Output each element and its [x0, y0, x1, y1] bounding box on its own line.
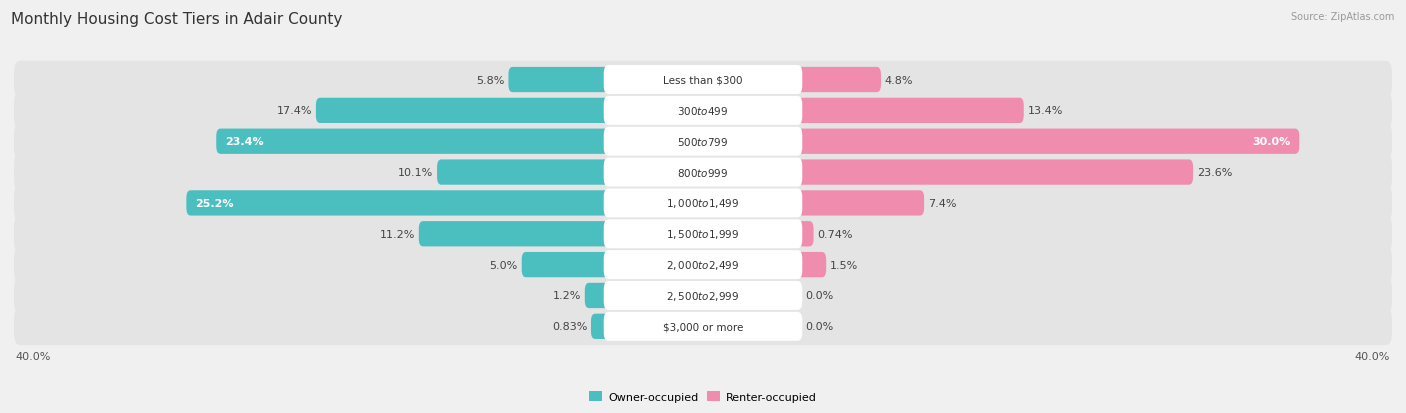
Text: 40.0%: 40.0%	[1355, 351, 1391, 361]
FancyBboxPatch shape	[585, 283, 609, 309]
Text: 17.4%: 17.4%	[277, 106, 312, 116]
Text: 1.2%: 1.2%	[553, 291, 581, 301]
Legend: Owner-occupied, Renter-occupied: Owner-occupied, Renter-occupied	[589, 392, 817, 402]
Text: 0.0%: 0.0%	[806, 322, 834, 332]
FancyBboxPatch shape	[14, 93, 1392, 130]
Text: 10.1%: 10.1%	[398, 168, 433, 178]
FancyBboxPatch shape	[797, 98, 1024, 124]
FancyBboxPatch shape	[603, 281, 803, 310]
FancyBboxPatch shape	[603, 97, 803, 126]
FancyBboxPatch shape	[14, 185, 1392, 222]
Text: 0.74%: 0.74%	[817, 229, 853, 239]
FancyBboxPatch shape	[522, 252, 609, 278]
FancyBboxPatch shape	[603, 312, 803, 341]
Text: 5.8%: 5.8%	[477, 75, 505, 85]
FancyBboxPatch shape	[437, 160, 609, 185]
Text: $500 to $799: $500 to $799	[678, 136, 728, 148]
FancyBboxPatch shape	[591, 314, 609, 339]
FancyBboxPatch shape	[603, 189, 803, 218]
Text: 0.0%: 0.0%	[806, 291, 834, 301]
Text: 25.2%: 25.2%	[195, 198, 233, 209]
Text: 4.8%: 4.8%	[884, 75, 914, 85]
FancyBboxPatch shape	[14, 246, 1392, 284]
Text: Monthly Housing Cost Tiers in Adair County: Monthly Housing Cost Tiers in Adair Coun…	[11, 12, 343, 27]
FancyBboxPatch shape	[14, 62, 1392, 99]
Text: 0.83%: 0.83%	[551, 322, 588, 332]
FancyBboxPatch shape	[797, 191, 924, 216]
FancyBboxPatch shape	[14, 277, 1392, 314]
FancyBboxPatch shape	[603, 251, 803, 280]
Text: $800 to $999: $800 to $999	[678, 167, 728, 179]
Text: 7.4%: 7.4%	[928, 198, 956, 209]
FancyBboxPatch shape	[509, 68, 609, 93]
Text: $1,000 to $1,499: $1,000 to $1,499	[666, 197, 740, 210]
Text: $2,500 to $2,999: $2,500 to $2,999	[666, 289, 740, 302]
Text: 11.2%: 11.2%	[380, 229, 415, 239]
FancyBboxPatch shape	[603, 128, 803, 157]
FancyBboxPatch shape	[603, 220, 803, 249]
Text: 1.5%: 1.5%	[830, 260, 858, 270]
Text: 5.0%: 5.0%	[489, 260, 517, 270]
FancyBboxPatch shape	[603, 66, 803, 95]
FancyBboxPatch shape	[797, 222, 814, 247]
FancyBboxPatch shape	[14, 308, 1392, 345]
FancyBboxPatch shape	[797, 160, 1194, 185]
Text: 13.4%: 13.4%	[1028, 106, 1063, 116]
FancyBboxPatch shape	[603, 158, 803, 187]
FancyBboxPatch shape	[217, 129, 609, 154]
FancyBboxPatch shape	[797, 68, 882, 93]
FancyBboxPatch shape	[14, 123, 1392, 161]
FancyBboxPatch shape	[797, 129, 1299, 154]
Text: $300 to $499: $300 to $499	[678, 105, 728, 117]
FancyBboxPatch shape	[14, 216, 1392, 253]
FancyBboxPatch shape	[797, 252, 827, 278]
Text: 30.0%: 30.0%	[1253, 137, 1291, 147]
Text: 23.4%: 23.4%	[225, 137, 263, 147]
FancyBboxPatch shape	[187, 191, 609, 216]
Text: $3,000 or more: $3,000 or more	[662, 322, 744, 332]
FancyBboxPatch shape	[419, 222, 609, 247]
Text: Source: ZipAtlas.com: Source: ZipAtlas.com	[1291, 12, 1395, 22]
FancyBboxPatch shape	[316, 98, 609, 124]
Text: $1,500 to $1,999: $1,500 to $1,999	[666, 228, 740, 241]
Text: 23.6%: 23.6%	[1197, 168, 1232, 178]
Text: Less than $300: Less than $300	[664, 75, 742, 85]
FancyBboxPatch shape	[14, 154, 1392, 191]
Text: 40.0%: 40.0%	[15, 351, 51, 361]
Text: $2,000 to $2,499: $2,000 to $2,499	[666, 259, 740, 271]
